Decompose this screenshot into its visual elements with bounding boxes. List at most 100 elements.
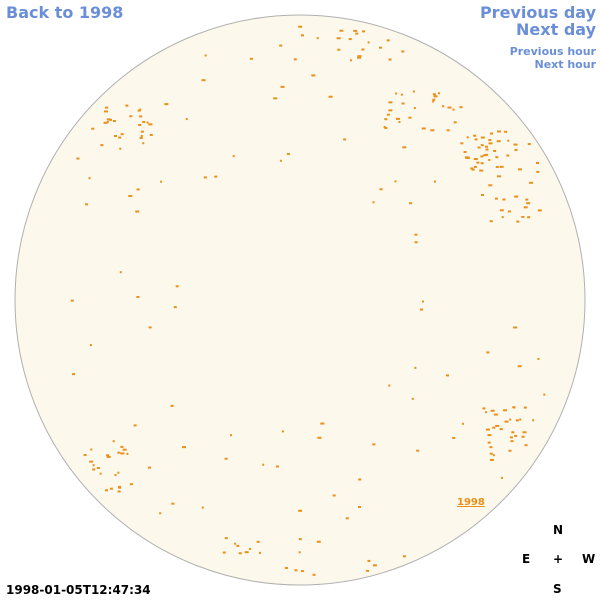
- sunspot: [350, 59, 353, 62]
- sunspot: [499, 428, 503, 431]
- previous-day-link[interactable]: Previous day: [479, 3, 596, 22]
- sunspot: [480, 155, 484, 158]
- sunspot: [316, 540, 321, 543]
- sunspot: [411, 397, 414, 400]
- sunspot: [293, 58, 297, 61]
- sunspot: [120, 452, 125, 455]
- sunspot: [286, 153, 290, 156]
- sunspot: [432, 98, 436, 101]
- sunspot: [504, 130, 508, 133]
- sunspot: [488, 142, 493, 145]
- sunspot: [249, 57, 253, 60]
- sunspot: [142, 142, 145, 145]
- sunspot: [522, 431, 527, 434]
- sunspot: [502, 409, 507, 412]
- sunspot: [136, 188, 140, 191]
- sunspot: [372, 443, 376, 446]
- sunspot: [275, 465, 279, 468]
- sunspot: [526, 202, 531, 205]
- sunspot: [432, 100, 435, 103]
- sunspot: [514, 149, 518, 152]
- sunspot: [513, 326, 518, 329]
- sunspot: [300, 570, 304, 573]
- sunspot: [126, 452, 129, 455]
- sunspot: [332, 494, 336, 497]
- sunspot: [262, 463, 265, 466]
- sunspot: [489, 132, 493, 135]
- sunspot: [92, 464, 95, 467]
- sunspot: [507, 139, 510, 142]
- sunspot: [510, 440, 514, 443]
- compass-west: W: [582, 552, 596, 566]
- sunspot: [412, 90, 415, 93]
- sunspot: [471, 168, 475, 171]
- sunspot: [357, 505, 361, 508]
- sunspot: [516, 220, 520, 223]
- sunspot: [114, 474, 117, 477]
- sunspot: [501, 216, 504, 219]
- timestamp: 1998-01-05T12:47:34: [6, 583, 151, 597]
- sunspot: [148, 123, 153, 126]
- sunspot: [279, 159, 282, 162]
- sunspot: [430, 129, 435, 132]
- sunspot: [462, 422, 465, 425]
- sunspot: [89, 344, 92, 347]
- sunspot: [485, 148, 489, 151]
- sunspot: [348, 38, 352, 41]
- sunspot: [437, 92, 440, 95]
- sunspot: [85, 203, 89, 206]
- sunspot: [203, 176, 207, 179]
- previous-hour-link[interactable]: Previous hour: [509, 45, 596, 58]
- back-link[interactable]: Back to 1998: [6, 3, 124, 22]
- sunspot: [378, 46, 382, 49]
- sunspot: [236, 544, 240, 547]
- sunspot: [452, 436, 456, 439]
- sunspot: [519, 418, 522, 421]
- sunspot: [483, 154, 487, 157]
- sunspot: [361, 30, 365, 33]
- sunspot: [92, 468, 96, 471]
- sunspot: [386, 39, 390, 42]
- sunspot: [367, 559, 371, 562]
- sunspot: [105, 489, 109, 492]
- sunspot: [446, 374, 450, 377]
- sunspot: [480, 193, 484, 196]
- year-link[interactable]: 1998: [457, 497, 485, 508]
- sunspot: [117, 451, 121, 454]
- sunspot: [105, 106, 109, 109]
- sunspot: [492, 454, 495, 457]
- sunspot: [495, 156, 499, 159]
- sunspot: [497, 175, 502, 178]
- sunspot: [414, 241, 418, 244]
- sunspot: [120, 445, 124, 448]
- sunspot: [112, 120, 116, 123]
- sunspot: [480, 144, 484, 147]
- sunspot: [280, 85, 285, 88]
- sunspot: [148, 326, 152, 329]
- sunspot: [525, 198, 529, 201]
- sunspot: [201, 506, 204, 509]
- compass-north: N: [553, 523, 564, 537]
- sunspot: [298, 25, 303, 28]
- sunspot: [499, 165, 504, 168]
- sunspot: [248, 548, 251, 551]
- sunspot: [488, 139, 492, 142]
- sunspot: [337, 48, 341, 51]
- sunspot: [496, 130, 501, 133]
- sunspot: [493, 413, 498, 416]
- sunspot: [523, 406, 527, 409]
- sunspot: [146, 121, 149, 124]
- sunspot: [91, 127, 95, 130]
- sunspot: [136, 295, 140, 298]
- sunspot: [175, 285, 179, 288]
- sunspot: [357, 55, 362, 58]
- sunspot: [508, 449, 512, 452]
- sunspot: [489, 452, 493, 455]
- sunspot: [500, 476, 503, 479]
- sunspot: [298, 538, 302, 541]
- sunspot: [485, 145, 489, 148]
- sunspot: [129, 483, 133, 486]
- next-day-link[interactable]: Next day: [516, 20, 596, 39]
- sunspot: [502, 198, 506, 201]
- next-hour-link[interactable]: Next hour: [534, 58, 597, 71]
